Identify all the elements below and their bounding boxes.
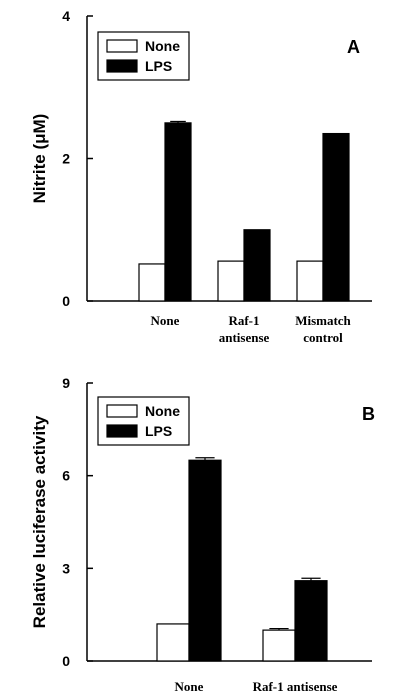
category-label: None [151,313,180,328]
category-label: control [303,330,343,345]
y-tick-label: 0 [62,653,70,669]
y-tick-label: 6 [62,468,70,484]
legend-swatch [106,404,138,418]
panel-label: B [362,404,375,424]
bar-none-0 [138,263,166,302]
chart-panel-a: 0 2 4 Nitrite (μM) A None Raf-1 antisense Mismat… [30,8,372,345]
y-tick-label: 0 [62,293,70,309]
bar-none-1 [262,629,296,662]
bar-none-1 [217,260,245,302]
legend-swatch [106,39,138,53]
category-label: None [175,679,204,694]
y-tick-label: 4 [62,8,70,24]
legend-swatch [106,59,138,73]
legend-label: None [145,403,180,419]
legend-swatch [106,424,138,438]
category-label: Mismatch [295,313,351,328]
bar-none-0 [156,623,190,662]
bar-lps-2 [322,132,350,302]
legend-label: LPS [145,58,172,74]
bar-none-2 [296,260,324,302]
legend-label: LPS [145,423,172,439]
y-axis-title: Relative luciferase activity [30,415,49,628]
y-tick-label: 2 [62,151,70,167]
legend-label: None [145,38,180,54]
y-tick-label: 3 [62,560,70,576]
bar-lps-1 [243,229,271,302]
bar-lps-0 [188,459,222,662]
category-label: Raf-1 antisense [253,679,338,694]
panel-label: A [347,37,360,57]
chart-panel-b: 0 3 6 9 Relative luciferase activity B None Raf… [30,375,375,694]
bar-lps-1 [294,580,328,662]
y-tick-label: 9 [62,375,70,391]
y-axis-title: Nitrite (μM) [30,114,49,204]
bar-lps-0 [164,122,192,302]
category-label: antisense [219,330,270,345]
category-label: Raf-1 [228,313,259,328]
